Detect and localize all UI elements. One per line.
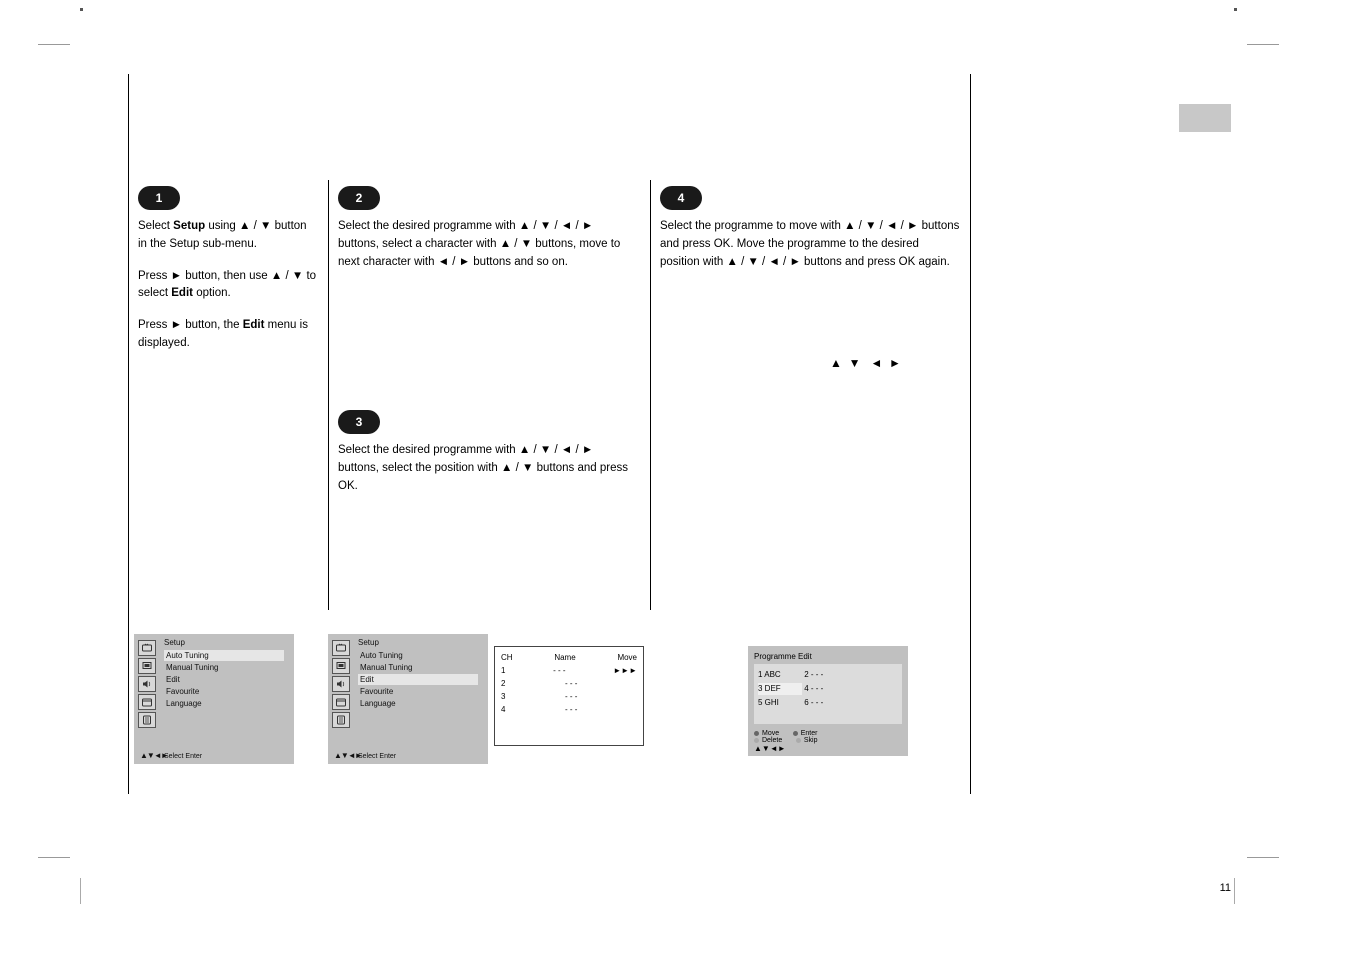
page-mark <box>1234 878 1235 904</box>
tv-menu-item: Manual Tuning <box>358 662 478 673</box>
popup-cell: - - - <box>565 705 577 714</box>
step-text: option. <box>196 287 231 299</box>
step-text: Select <box>138 220 173 232</box>
time-icon <box>138 694 156 710</box>
tv-menu-item: Auto Tuning <box>358 650 478 661</box>
popup-cell: 2 <box>501 679 505 688</box>
step-text: Edit <box>171 287 193 299</box>
popup-cell: - - - <box>565 692 577 701</box>
legend-item: Delete <box>762 737 782 744</box>
tv-menu-b: Setup Auto Tuning Manual Tuning Edit Fav… <box>328 634 488 764</box>
sort-slot: 3 DEF <box>758 683 802 695</box>
tv-footer: Select Enter <box>164 753 202 760</box>
picture-icon <box>332 640 350 656</box>
popup-cell: 4 <box>501 705 505 714</box>
setup-icon <box>332 712 350 728</box>
step-4: 4 Select the programme to move with ▲ / … <box>660 186 960 271</box>
sort-title: Programme Edit <box>754 652 902 661</box>
side-tab <box>1179 104 1231 132</box>
step-badge: 3 <box>338 410 380 434</box>
registration-dot <box>1234 8 1237 11</box>
tv-menu-item: Language <box>358 698 478 709</box>
sort-slot: 6 - - - <box>804 697 848 709</box>
popup-header: Name <box>554 653 575 662</box>
tv-menu-item: Manual Tuning <box>164 662 284 673</box>
popup-cell: 3 <box>501 692 505 701</box>
tv-sidebar <box>138 640 158 730</box>
step-badge: 4 <box>660 186 702 210</box>
crop-mark <box>38 44 70 45</box>
registration-dot <box>80 8 83 11</box>
tv-menu-item: Favourite <box>164 686 284 697</box>
popup-header: Move <box>617 653 637 662</box>
tv-menu-item: Auto Tuning <box>164 650 284 661</box>
sort-slot: 5 GHI <box>758 697 802 709</box>
arrow-key-hint: ▲ ▼ ◄ ► <box>830 356 901 370</box>
sort-legend: Move Enter Delete Skip ▲▼◄► <box>754 730 902 753</box>
page-number: 11 <box>1220 882 1231 894</box>
crop-mark <box>38 857 70 858</box>
step-badge: 1 <box>138 186 180 210</box>
sort-grid: 1 ABC 2 - - - 3 DEF 4 - - - 5 GHI 6 - - … <box>754 664 902 724</box>
step-2: 2 Select the desired programme with ▲ / … <box>338 186 628 271</box>
sort-slot: 2 - - - <box>804 669 848 681</box>
page-mark <box>80 878 81 904</box>
sort-slot: 4 - - - <box>804 683 848 695</box>
tv-title: Setup <box>164 638 185 647</box>
tv-menu-item: Language <box>164 698 284 709</box>
step-text: Press <box>138 270 171 282</box>
popup-cell: 1 <box>501 666 505 675</box>
step-text: Press <box>138 319 171 331</box>
step-text: button, the <box>185 319 243 331</box>
legend-item: Move <box>762 730 779 737</box>
step-badge: 2 <box>338 186 380 210</box>
step-1: 1 Select Setup using ▲ / ▼ button in the… <box>138 186 318 353</box>
popup-cell: ►►► <box>613 666 637 675</box>
setup-icon <box>138 712 156 728</box>
sound-icon <box>138 676 156 692</box>
crop-mark <box>1247 44 1279 45</box>
popup-cell: - - - <box>553 666 565 675</box>
sort-box: Programme Edit 1 ABC 2 - - - 3 DEF 4 - -… <box>748 646 908 756</box>
edit-popup: CH Name Move 1 - - - ►►► 2 - - - 3 - - - 4 - - … <box>494 646 644 746</box>
picture-icon <box>138 640 156 656</box>
step-text: Edit <box>243 319 265 331</box>
step-text: using <box>208 220 239 232</box>
tv-title: Setup <box>358 638 379 647</box>
page-root: 1 Select Setup using ▲ / ▼ button in the… <box>0 0 1351 954</box>
popup-cell: - - - <box>565 679 577 688</box>
screen-icon <box>138 658 156 674</box>
step-3: 3 Select the desired programme with ▲ / … <box>338 410 628 495</box>
tv-sidebar <box>332 640 352 730</box>
legend-item: Skip <box>804 737 818 744</box>
tv-menu-item: Favourite <box>358 686 478 697</box>
tv-menu-a: Setup Auto Tuning Manual Tuning Edit Fav… <box>134 634 294 764</box>
column-rule <box>328 180 329 610</box>
column-rule <box>128 74 129 794</box>
column-rule <box>650 180 651 610</box>
sort-slot: 1 ABC <box>758 669 802 681</box>
sound-icon <box>332 676 350 692</box>
screen-icon <box>332 658 350 674</box>
popup-header: CH <box>501 653 513 662</box>
tv-menu-item: Edit <box>164 674 284 685</box>
tv-menu-item: Edit <box>358 674 478 685</box>
crop-mark <box>1247 857 1279 858</box>
tv-footer: Select Enter <box>358 753 396 760</box>
legend-item: Enter <box>801 730 818 737</box>
column-rule <box>970 74 971 794</box>
time-icon <box>332 694 350 710</box>
